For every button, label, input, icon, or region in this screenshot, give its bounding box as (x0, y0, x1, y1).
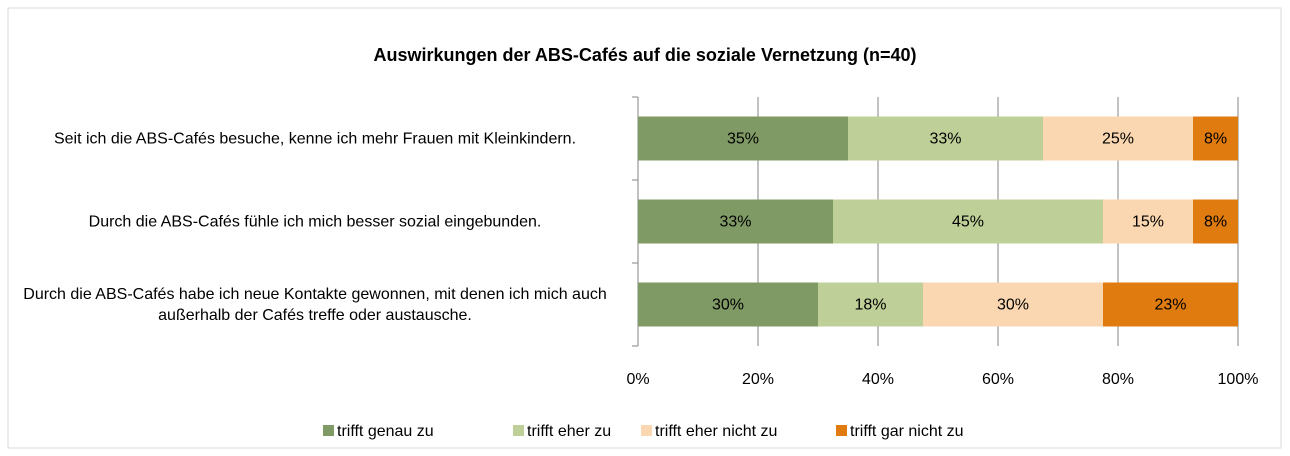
legend-swatch (836, 425, 847, 436)
x-tick-label: 100% (1218, 371, 1259, 388)
data-label: 8% (1204, 131, 1227, 148)
bar-segment (1103, 282, 1238, 327)
data-label: 35% (727, 131, 759, 148)
legend-label: trifft gar nicht zu (850, 423, 964, 440)
bar-segment (833, 199, 1103, 244)
bar-segment (1193, 199, 1238, 244)
bar-segment (923, 282, 1103, 327)
x-tick-label: 20% (742, 371, 774, 388)
bar-segment (848, 116, 1043, 161)
bar-segment (1193, 116, 1238, 161)
data-label: 15% (1132, 214, 1164, 231)
legend-label: trifft genau zu (337, 423, 434, 440)
category-label: Seit ich die ABS-Cafés besuche, kenne ic… (53, 130, 577, 147)
data-label: 30% (997, 297, 1029, 314)
x-tick-label: 60% (982, 371, 1014, 388)
chart-title: Auswirkungen der ABS-Cafés auf die sozia… (374, 45, 917, 65)
data-label: 18% (854, 297, 886, 314)
data-label: 45% (952, 214, 984, 231)
bar-segment (818, 282, 923, 327)
category-label: Durch die ABS-Cafés fühle ich mich besse… (88, 213, 542, 230)
data-label: 33% (929, 131, 961, 148)
bar-segment (638, 282, 818, 327)
data-label: 33% (719, 214, 751, 231)
legend-swatch (323, 425, 334, 436)
legend-label: trifft eher zu (527, 423, 611, 440)
data-label: 25% (1102, 131, 1134, 148)
bar-segment (1043, 116, 1193, 161)
bar-segment (638, 199, 833, 244)
legend-label: trifft eher nicht zu (655, 423, 777, 440)
x-tick-label: 40% (862, 371, 894, 388)
legend-swatch (641, 425, 652, 436)
bar-segment (638, 116, 848, 161)
data-label: 23% (1154, 297, 1186, 314)
x-tick-label: 80% (1102, 371, 1134, 388)
legend-swatch (513, 425, 524, 436)
category-label: Durch die ABS-Cafés habe ich neue Kontak… (23, 285, 607, 324)
data-label: 30% (712, 297, 744, 314)
x-tick-label: 0% (626, 371, 649, 388)
data-label: 8% (1204, 214, 1227, 231)
bar-segment (1103, 199, 1193, 244)
